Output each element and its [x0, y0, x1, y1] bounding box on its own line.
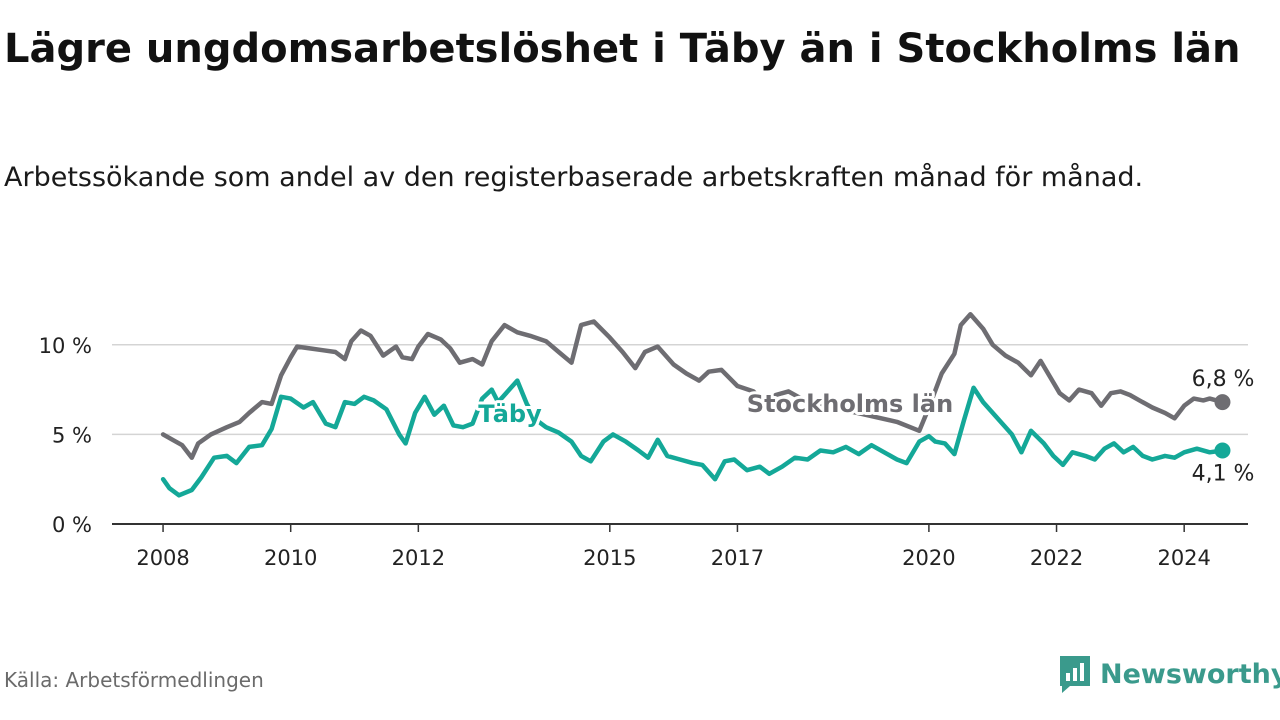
chart-title: Lägre ungdomsarbetslöshet i Täby än i St… — [4, 26, 1241, 72]
y-axis-ticks: 0 % 5 % 10 % — [39, 334, 92, 537]
end-value-label-taby: 4,1 % — [1192, 462, 1255, 487]
x-tick-label: 2017 — [711, 546, 764, 570]
y-tick-label: 10 % — [39, 334, 92, 358]
end-value-label-stockholms-lan: 6,8 % — [1192, 367, 1255, 392]
brand-name: Newsworthy — [1100, 658, 1280, 690]
x-tick-label: 2008 — [136, 546, 189, 570]
x-tick-label: 2015 — [583, 546, 636, 570]
gridlines — [112, 344, 1248, 436]
y-tick-label: 5 % — [52, 423, 92, 447]
series-label-taby: Täby — [478, 400, 542, 428]
source-note: Källa: Arbetsförmedlingen — [4, 668, 264, 692]
x-tick-label: 2022 — [1030, 546, 1083, 570]
x-tick-label: 2012 — [392, 546, 445, 570]
end-point-stockholms-lan — [1214, 394, 1231, 411]
series-labels: Stockholms län Täby 6,8 % 4,1 % — [475, 365, 1257, 489]
series-label-stockholms-lan: Stockholms län — [747, 390, 953, 418]
x-tick-label: 2010 — [264, 546, 317, 570]
chart-subtitle: Arbetssökande som andel av den registerb… — [4, 162, 1144, 193]
x-tick-label: 2020 — [902, 546, 955, 570]
newsworthy-logo-icon — [1060, 656, 1090, 693]
x-tick-label: 2024 — [1157, 546, 1210, 570]
series-line-stockholms-lan — [160, 312, 1225, 460]
x-axis-ticks: 2008 2010 2012 2015 2017 2020 2022 2024 — [136, 524, 1211, 570]
y-tick-label: 0 % — [52, 513, 92, 537]
end-point-taby — [1214, 442, 1231, 459]
series-line-taby — [160, 378, 1225, 498]
series-lines — [160, 312, 1231, 498]
brand-logo[interactable]: Newsworthy — [1058, 654, 1280, 694]
